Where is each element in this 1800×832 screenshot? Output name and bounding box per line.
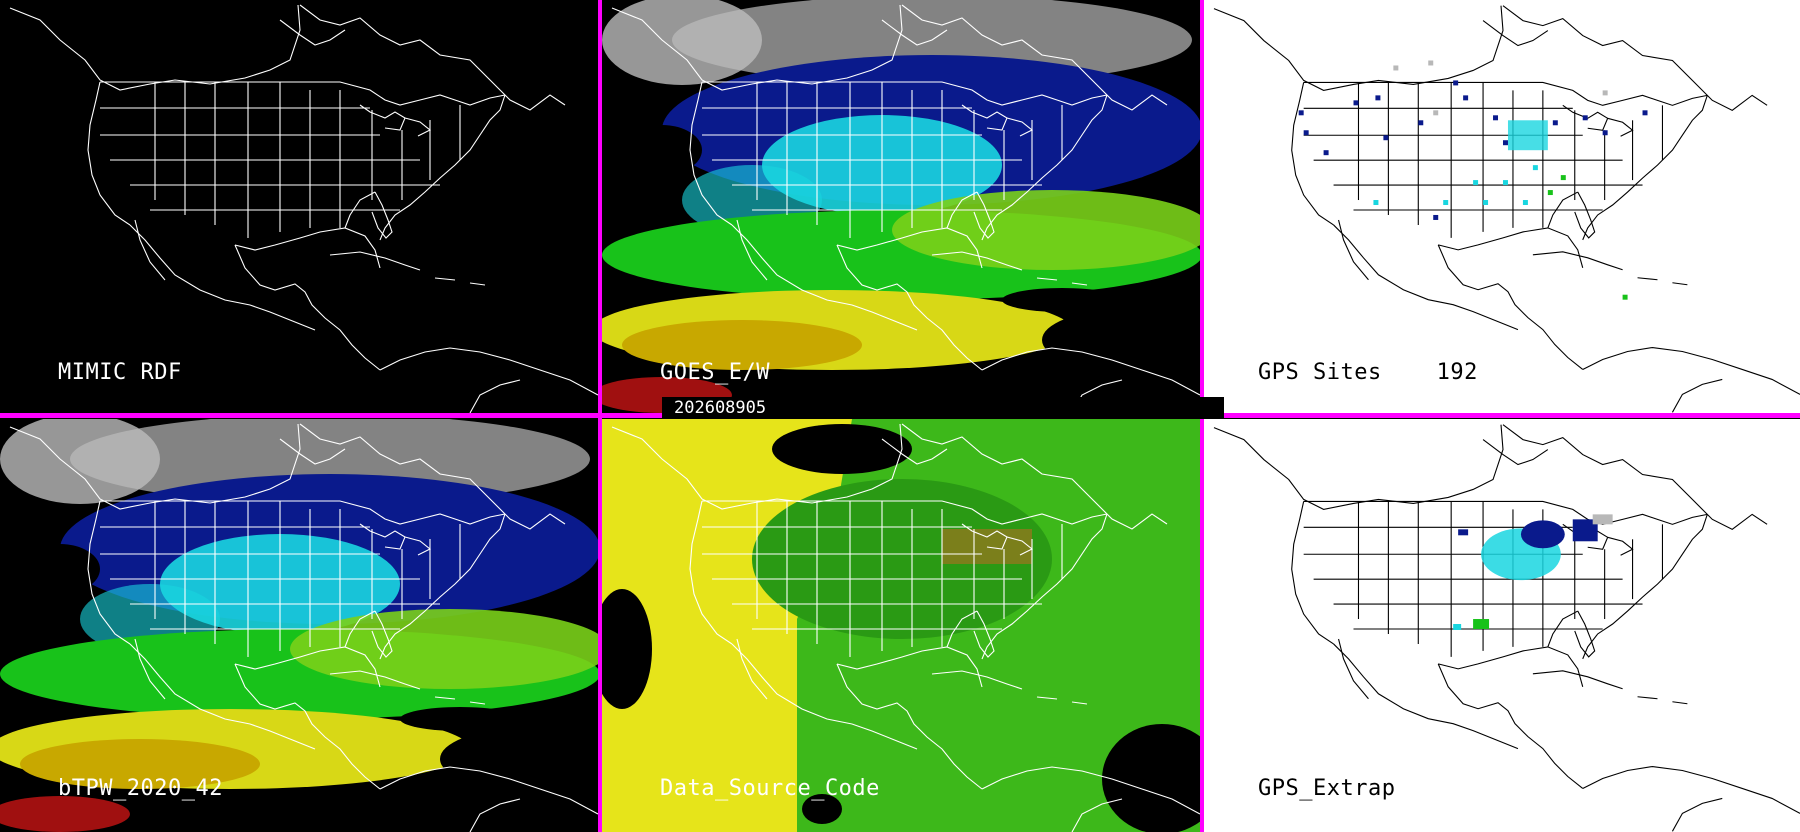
panel-gps-extrap: GPS_Extrap [1204, 419, 1800, 832]
map-outline [9, 4, 598, 413]
panel-goes-e-w: GOES_E/W [602, 0, 1200, 413]
extrap-field [1453, 514, 1613, 630]
panel-label: bTPW_2020_42 [58, 776, 223, 801]
panel-label: GPS_Extrap [1258, 776, 1396, 801]
panel-btpw: bTPW_2020_42 [0, 419, 598, 832]
timestamp-bar: 202608905 [662, 397, 1224, 419]
panel-label: GOES_E/W [660, 360, 770, 385]
panel-label: GPS Sites 192 [1258, 360, 1478, 385]
map-outline [611, 4, 1200, 413]
gps-site-markers [1298, 60, 1648, 300]
panel-label: MIMIC RDF [58, 360, 182, 385]
map-outline [611, 423, 1200, 832]
panel-gps-sites: GPS Sites 192 [1204, 0, 1800, 413]
panel-data-source-code: Data_Source_Code [602, 419, 1200, 832]
map-outline [9, 423, 598, 832]
panel-mimic-rdf: MIMIC RDF [0, 0, 598, 413]
timestamp: 202608905 [674, 398, 767, 418]
panel-label: Data_Source_Code [660, 776, 880, 801]
